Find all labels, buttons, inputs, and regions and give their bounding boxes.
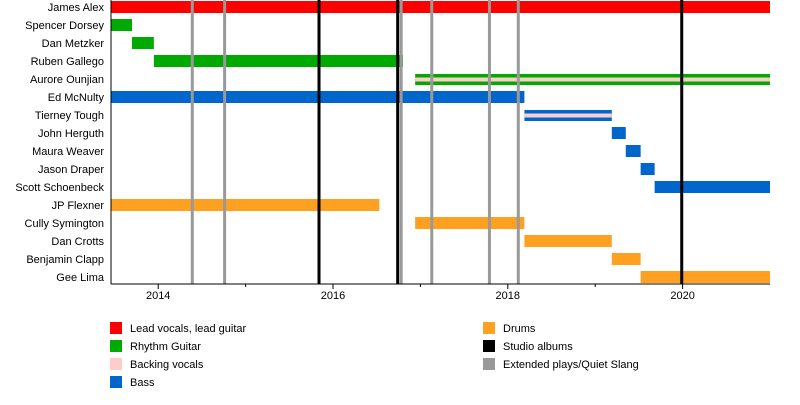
legend-label: Lead vocals, lead guitar (130, 323, 247, 335)
legend-label: Rhythm Guitar (130, 341, 201, 353)
member-bar (111, 199, 380, 211)
member-bar (640, 271, 770, 283)
member-label: Ed McNulty (48, 92, 105, 104)
legend-swatch (110, 340, 122, 352)
legend-swatch (483, 340, 495, 352)
legend-swatch (110, 376, 122, 388)
member-bar (524, 235, 612, 247)
legend-label: Studio albums (503, 341, 573, 353)
member-bar (611, 127, 626, 139)
member-bar (611, 253, 641, 265)
member-label: Aurore Ounjian (30, 74, 104, 86)
member-label: Scott Schoenbeck (15, 182, 104, 194)
x-tick-label: 2016 (321, 290, 345, 302)
member-bar (654, 181, 770, 193)
member-bar (640, 163, 655, 175)
x-tick-label: 2014 (146, 290, 170, 302)
member-bar (111, 19, 132, 31)
member-label: Jason Draper (38, 164, 104, 176)
member-label: John Herguth (38, 128, 104, 140)
member-label: Dan Metzker (42, 38, 105, 50)
legend-label: Extended plays/Quiet Slang (503, 359, 639, 371)
legend-swatch (483, 322, 495, 334)
member-label: Dan Crotts (51, 236, 104, 248)
x-tick-label: 2018 (496, 290, 520, 302)
member-label: Maura Weaver (32, 146, 104, 158)
member-label: Cully Symington (25, 218, 104, 230)
legend-swatch (110, 322, 122, 334)
member-bar (111, 1, 770, 13)
member-bar (415, 217, 525, 229)
legend-label: Backing vocals (130, 359, 204, 371)
legend-swatch (110, 358, 122, 370)
member-label: Tierney Tough (35, 110, 104, 122)
member-bar-stripe (415, 77, 770, 82)
member-bar-stripe (524, 113, 612, 118)
member-label: JP Flexner (52, 200, 105, 212)
member-bar (625, 145, 641, 157)
member-bar (131, 37, 154, 49)
member-label: Benjamin Clapp (26, 254, 104, 266)
member-bar (153, 55, 403, 67)
member-label: Ruben Gallego (31, 56, 104, 68)
legend-label: Drums (503, 323, 536, 335)
legend-label: Bass (130, 377, 155, 389)
member-label: James Alex (48, 2, 105, 14)
member-label: Gee Lima (56, 272, 105, 284)
x-tick-label: 2020 (670, 290, 694, 302)
legend-swatch (483, 358, 495, 370)
member-label: Spencer Dorsey (25, 20, 104, 32)
